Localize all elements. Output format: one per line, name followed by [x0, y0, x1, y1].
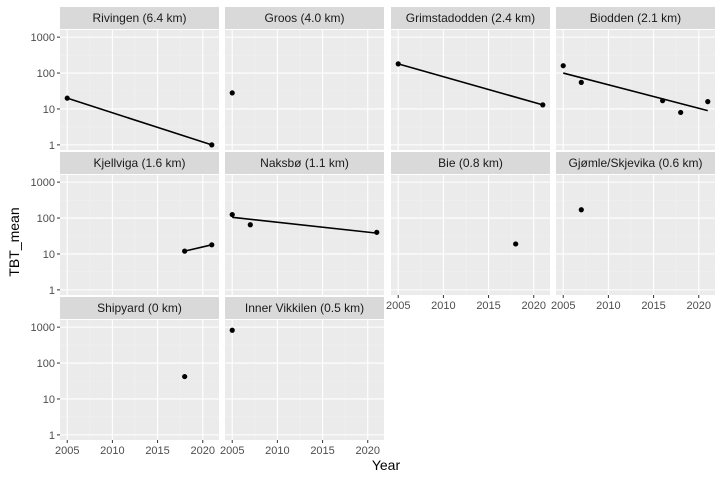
trend-line [563, 72, 708, 112]
data-point [182, 248, 188, 254]
x-tick-label: 2020 [521, 300, 545, 312]
y-tick-label: 10 [43, 104, 55, 116]
x-tick-label: 2010 [265, 445, 289, 457]
facet-panel: Kjellviga (1.6 km) 1 10 100 1000 [31, 152, 219, 297]
x-tick-label: 2020 [355, 445, 379, 457]
facet-panel: Grimstadodden (2.4 km) [391, 7, 550, 150]
data-point [578, 79, 584, 85]
x-tick-label: 2020 [686, 300, 710, 312]
facet-strip-label: Inner Vikkilen (0.5 km) [245, 301, 364, 315]
x-tick-label: 2005 [55, 445, 79, 457]
facet-panel: Rivingen (6.4 km) 1 10 100 1000 [31, 7, 219, 152]
trend-line [66, 97, 213, 146]
x-tick-label: 2015 [641, 300, 665, 312]
facet-panel: Shipyard (0 km) 1 10 100 1000 2005 2010 2015 202… [31, 297, 219, 457]
facet-strip-label: Kjellviga (1.6 km) [93, 156, 185, 170]
data-point [209, 242, 215, 248]
plot-panel-background [225, 30, 384, 150]
data-point [540, 102, 546, 108]
facet-strip-label: Bie (0.8 km) [438, 156, 503, 170]
x-tick-label: 2015 [476, 300, 500, 312]
data-point [229, 90, 235, 96]
facet-strip [556, 7, 715, 29]
facet-strip [556, 152, 715, 174]
facet-panel: Gjømle/Skjevika (0.6 km) 2005 2010 2015 2020 [551, 152, 715, 312]
x-tick-label: 2020 [190, 445, 214, 457]
plot-panel-background [60, 30, 219, 150]
y-tick-label: 100 [37, 213, 55, 225]
data-point [395, 61, 401, 67]
y-tick-label: 100 [37, 358, 55, 370]
data-point [578, 207, 584, 213]
y-tick-label: 1000 [31, 32, 55, 44]
x-tick-label: 2015 [310, 445, 334, 457]
y-tick-label: 100 [37, 68, 55, 80]
trend-line [232, 216, 377, 234]
facet-strip-label: Biodden (2.1 km) [590, 11, 681, 25]
plot-panel-background [391, 175, 550, 295]
x-tick-label: 2005 [386, 300, 410, 312]
data-point [513, 241, 519, 247]
y-tick-label: 10 [43, 394, 55, 406]
trend-line [398, 63, 543, 106]
x-tick-label: 2005 [551, 300, 575, 312]
plot-panel-background [391, 30, 550, 150]
data-point [209, 142, 215, 148]
data-point [64, 95, 70, 101]
y-axis-title: TBT_mean [6, 207, 22, 276]
plot-panel-background [225, 320, 384, 440]
plot-panel-background [60, 175, 219, 295]
facet-strip-label: Grimstadodden (2.4 km) [406, 11, 535, 25]
facet-panel: Bie (0.8 km) 2005 2010 2015 2020 [386, 152, 550, 312]
x-tick-label: 2010 [431, 300, 455, 312]
data-point [705, 99, 711, 105]
facet-strip [225, 297, 384, 319]
facet-strip-label: Shipyard (0 km) [97, 301, 182, 315]
plot-panel-background [225, 175, 384, 295]
facet-panel: Biodden (2.1 km) [556, 7, 715, 150]
trend-line [184, 244, 212, 252]
data-point [660, 98, 666, 104]
x-tick-label: 2010 [596, 300, 620, 312]
facet-strip [391, 7, 550, 29]
y-tick-label: 1 [49, 285, 55, 297]
x-tick-label: 2005 [220, 445, 244, 457]
facet-strip [60, 152, 219, 174]
facet-strip-label: Groos (4.0 km) [264, 11, 344, 25]
facet-strip [391, 152, 550, 174]
plot-panel-background [556, 30, 715, 150]
data-point [229, 211, 235, 218]
x-tick-label: 2015 [145, 445, 169, 457]
facet-strip-label: Gjømle/Skjevika (0.6 km) [568, 156, 702, 170]
facet-panel: Inner Vikkilen (0.5 km) 2005 2010 2015 2020 [220, 297, 384, 457]
data-point [560, 63, 566, 69]
y-tick-label: 10 [43, 249, 55, 261]
data-point [247, 222, 253, 228]
facet-panel: Groos (4.0 km) [225, 7, 384, 150]
facet-panel: Naksbø (1.1 km) [225, 152, 384, 295]
data-point [678, 109, 684, 116]
x-axis-title: Year [372, 457, 401, 473]
plot-panel-background [556, 175, 715, 295]
facet-strip [225, 152, 384, 174]
plot-panel-background [60, 320, 219, 440]
data-point [229, 327, 235, 333]
facet-strip [60, 7, 219, 29]
y-tick-label: 1 [49, 430, 55, 442]
facet-strip [60, 297, 219, 319]
data-point [374, 229, 380, 235]
y-tick-label: 1000 [31, 322, 55, 334]
x-tick-label: 2010 [100, 445, 124, 457]
y-tick-label: 1000 [31, 177, 55, 189]
facet-strip-label: Rivingen (6.4 km) [92, 11, 186, 25]
facet-strip [225, 7, 384, 29]
facet-strip-label: Naksbø (1.1 km) [260, 156, 349, 170]
y-tick-label: 1 [49, 140, 55, 152]
data-point [182, 373, 188, 380]
